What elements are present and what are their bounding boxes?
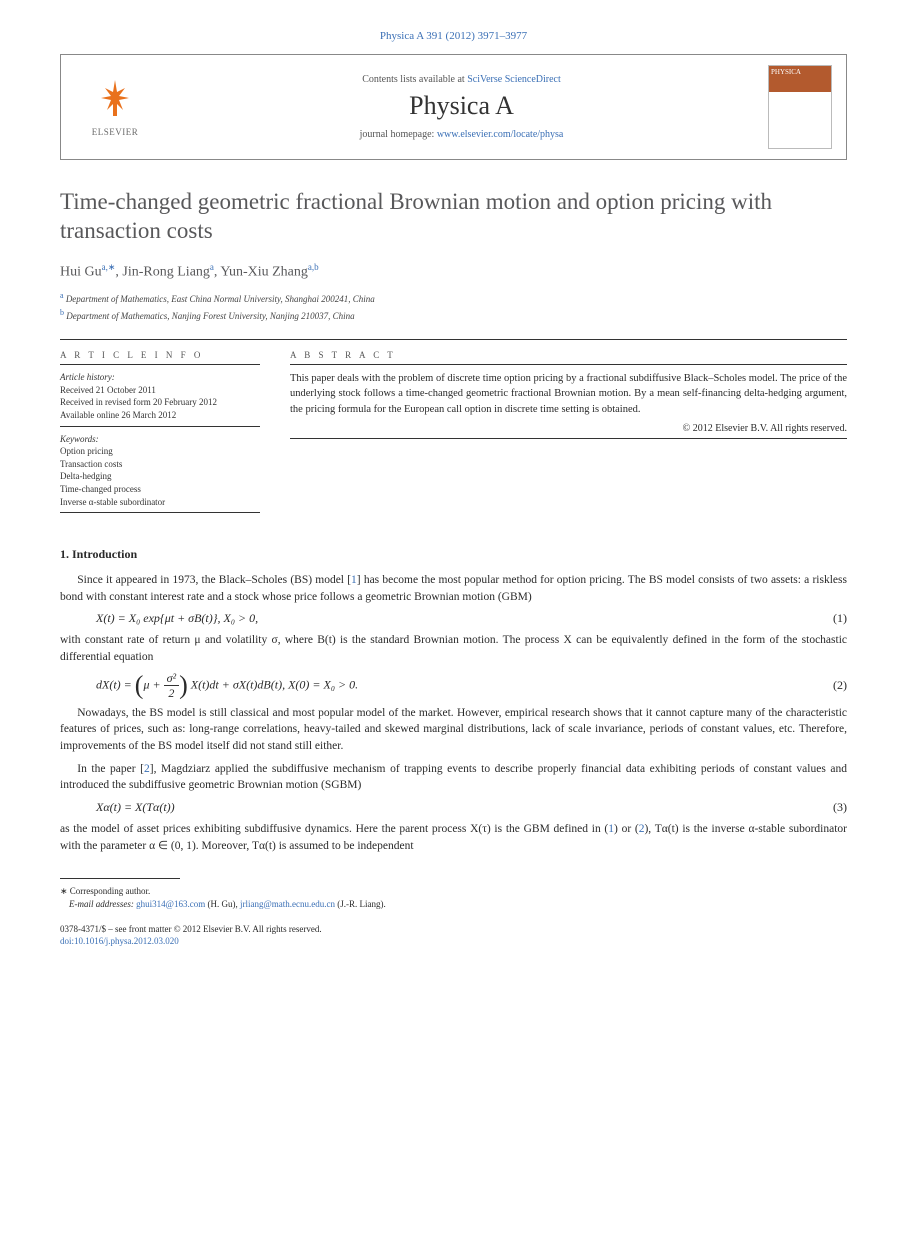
paper-title: Time-changed geometric fractional Browni… xyxy=(60,188,847,246)
email-2-who: (J.-R. Liang). xyxy=(335,899,386,909)
affiliations: a Department of Mathematics, East China … xyxy=(60,290,847,323)
p5-part-b: ) or ( xyxy=(614,823,639,835)
p4-part-b: ], Magdziarz applied the subdiffusive me… xyxy=(60,763,847,792)
section-1-heading: 1. Introduction xyxy=(60,547,847,562)
revised-date: Received in revised form 20 February 201… xyxy=(60,397,217,407)
equation-3: Xα(t) = X(Tα(t)) (3) xyxy=(96,800,847,815)
info-divider-1 xyxy=(60,364,260,365)
doi-link[interactable]: 10.1016/j.physa.2012.03.020 xyxy=(74,936,179,946)
paragraph-3: Nowadays, the BS model is still classica… xyxy=(60,705,847,755)
article-info-heading: A R T I C L E I N F O xyxy=(60,350,260,360)
issn-line: 0378-4371/$ – see front matter © 2012 El… xyxy=(60,923,847,936)
eq2-post: X(t)dt + σX(t)dB(t), X(0) = X₀ > 0. xyxy=(188,677,358,691)
eq2-fraction: σ²2 xyxy=(164,672,180,699)
keyword-2: Transaction costs xyxy=(60,459,122,469)
equation-1: X(t) = X₀ exp{μt + σB(t)}, X₀ > 0, (1) xyxy=(96,611,847,626)
corr-label: ∗ Corresponding author. xyxy=(60,886,150,896)
doi-label[interactable]: doi: xyxy=(60,936,74,946)
email-1-who: (H. Gu), xyxy=(205,899,240,909)
p1-part-a: Since it appeared in 1973, the Black–Sch… xyxy=(77,574,351,586)
journal-title: Physica A xyxy=(171,91,752,121)
equation-2: dX(t) = (μ + σ²2) X(t)dt + σX(t)dB(t), X… xyxy=(96,672,847,699)
info-abstract-row: A R T I C L E I N F O Article history: R… xyxy=(60,350,847,519)
issn-doi-block: 0378-4371/$ – see front matter © 2012 El… xyxy=(60,923,847,948)
sciencedirect-link[interactable]: SciVerse ScienceDirect xyxy=(467,74,561,85)
journal-header-box: ELSEVIER Contents lists available at Sci… xyxy=(60,54,847,160)
affil-b-text: Department of Mathematics, Nanjing Fores… xyxy=(64,311,355,321)
abstract-text: This paper deals with the problem of dis… xyxy=(290,371,847,417)
keyword-4: Time-changed process xyxy=(60,484,141,494)
received-date: Received 21 October 2011 xyxy=(60,385,156,395)
article-info-column: A R T I C L E I N F O Article history: R… xyxy=(60,350,260,519)
eq2-rparen: ) xyxy=(179,670,188,699)
homepage-line: journal homepage: www.elsevier.com/locat… xyxy=(171,129,752,140)
author-2: Jin-Rong Liang xyxy=(122,264,210,279)
eq1-number: (1) xyxy=(807,611,847,626)
corresponding-author-note: ∗ Corresponding author. E-mail addresses… xyxy=(60,885,847,910)
elsevier-tree-icon xyxy=(93,78,137,125)
affil-a-text: Department of Mathematics, East China No… xyxy=(64,294,375,304)
affiliation-b: b Department of Mathematics, Nanjing For… xyxy=(60,307,847,324)
homepage-prefix: journal homepage: xyxy=(360,129,437,140)
author-1: Hui Gu xyxy=(60,264,102,279)
keyword-5: Inverse α-stable subordinator xyxy=(60,497,165,507)
journal-cover-thumbnail: PHYSICA xyxy=(768,65,832,149)
keywords-label: Keywords: xyxy=(60,434,99,444)
keywords-block: Keywords: Option pricing Transaction cos… xyxy=(60,433,260,509)
elsevier-brand-text: ELSEVIER xyxy=(92,127,139,137)
homepage-link[interactable]: www.elsevier.com/locate/physa xyxy=(437,129,564,140)
paragraph-2: with constant rate of return μ and volat… xyxy=(60,632,847,665)
eq2-body: dX(t) = (μ + σ²2) X(t)dt + σX(t)dB(t), X… xyxy=(96,672,807,699)
eq3-body: Xα(t) = X(Tα(t)) xyxy=(96,800,807,815)
affiliation-a: a Department of Mathematics, East China … xyxy=(60,290,847,307)
abstract-divider-bottom xyxy=(290,438,847,439)
keyword-1: Option pricing xyxy=(60,446,113,456)
p4-part-a: In the paper [ xyxy=(77,763,144,775)
author-1-affil: a,∗ xyxy=(102,262,116,272)
p5-part-a: as the model of asset prices exhibiting … xyxy=(60,823,608,835)
journal-reference: Physica A 391 (2012) 3971–3977 xyxy=(60,30,847,42)
top-divider xyxy=(60,339,847,340)
abstract-divider-top xyxy=(290,364,847,365)
eq2-mid: μ + xyxy=(143,677,163,691)
email-link-2[interactable]: jrliang@math.ecnu.edu.cn xyxy=(240,899,335,909)
info-divider-2 xyxy=(60,426,260,427)
info-divider-3 xyxy=(60,512,260,513)
abstract-copyright: © 2012 Elsevier B.V. All rights reserved… xyxy=(290,423,847,434)
online-date: Available online 26 March 2012 xyxy=(60,410,176,420)
email-label: E-mail addresses: xyxy=(69,899,136,909)
contents-line: Contents lists available at SciVerse Sci… xyxy=(171,74,752,85)
doi-line: doi:10.1016/j.physa.2012.03.020 xyxy=(60,935,847,948)
eq2-frac-den: 2 xyxy=(164,686,180,699)
eq2-pre: dX(t) = xyxy=(96,677,135,691)
eq1-body: X(t) = X₀ exp{μt + σB(t)}, X₀ > 0, xyxy=(96,611,807,626)
abstract-heading: A B S T R A C T xyxy=(290,350,847,360)
paragraph-4: In the paper [2], Magdziarz applied the … xyxy=(60,761,847,794)
abstract-column: A B S T R A C T This paper deals with th… xyxy=(290,350,847,519)
eq3-number: (3) xyxy=(807,800,847,815)
eq2-number: (2) xyxy=(807,678,847,693)
contents-prefix: Contents lists available at xyxy=(362,74,467,85)
paragraph-1: Since it appeared in 1973, the Black–Sch… xyxy=(60,572,847,605)
keyword-3: Delta-hedging xyxy=(60,471,111,481)
elsevier-logo: ELSEVIER xyxy=(75,78,155,137)
email-link-1[interactable]: ghui314@163.com xyxy=(136,899,205,909)
paragraph-5: as the model of asset prices exhibiting … xyxy=(60,821,847,854)
authors-line: Hui Gua,∗, Jin-Rong Lianga, Yun-Xiu Zhan… xyxy=(60,262,847,281)
history-label: Article history: xyxy=(60,372,115,382)
cover-stripe: PHYSICA xyxy=(769,66,831,92)
eq2-frac-num: σ² xyxy=(164,672,180,686)
header-center: Contents lists available at SciVerse Sci… xyxy=(171,74,752,140)
author-3-affil: a,b xyxy=(308,262,319,272)
article-history: Article history: Received 21 October 201… xyxy=(60,371,260,421)
footnote-divider xyxy=(60,878,180,879)
author-3: Yun-Xiu Zhang xyxy=(220,264,308,279)
